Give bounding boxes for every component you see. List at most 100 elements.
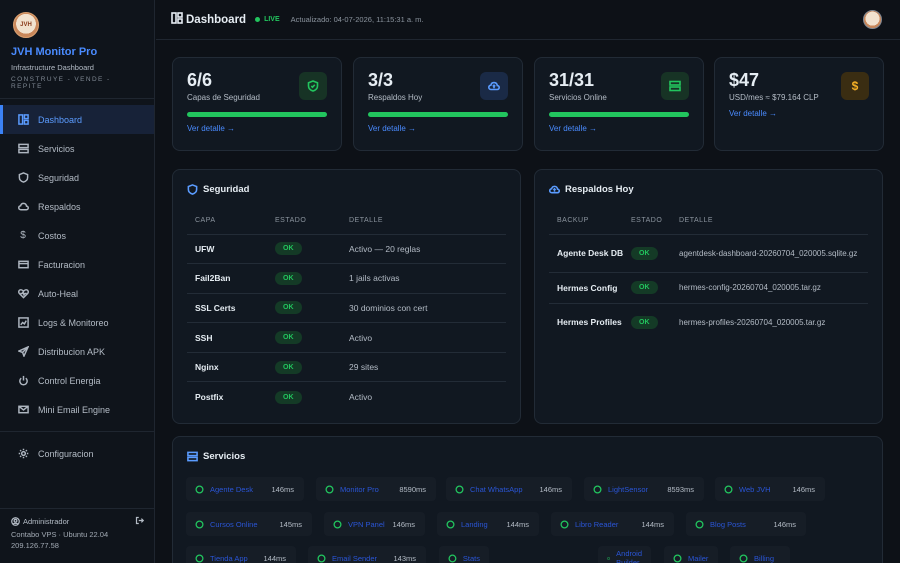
- sidebar-item-auto-heal[interactable]: Auto-Heal: [0, 279, 154, 308]
- sidebar-item-respaldos[interactable]: Respaldos: [0, 192, 154, 221]
- service-latency: 144ms: [641, 519, 664, 529]
- service-icon: [673, 553, 682, 563]
- sidebar-item-label: Respaldos: [38, 201, 81, 212]
- table-row: UFW OK Activo — 20 reglas: [187, 234, 506, 265]
- sidebar-item-costos[interactable]: $ Costos: [0, 221, 154, 250]
- service-chip[interactable]: VPN Panel 146ms: [324, 512, 425, 536]
- service-icon: [317, 553, 326, 563]
- table-row: Agente Desk DB OK agentdesk-dashboard-2026…: [549, 234, 868, 273]
- view-detail-link[interactable]: Ver detalle →: [549, 124, 598, 133]
- services-title: Servicios: [203, 451, 246, 462]
- avatar[interactable]: [863, 10, 882, 29]
- layer-name: Nginx: [187, 352, 275, 383]
- status-badge: OK: [631, 315, 658, 329]
- sidebar-item-servicios[interactable]: Servicios: [0, 134, 154, 163]
- panel-title: Servicios: [187, 451, 868, 462]
- service-icon: [724, 484, 733, 494]
- service-name: Monitor Pro: [340, 484, 379, 494]
- service-chip[interactable]: Agente Desk 146ms: [186, 477, 304, 501]
- service-icon: [446, 519, 455, 529]
- service-chip[interactable]: Web JVH 146ms: [715, 477, 825, 501]
- backup-detail: hermes-config-20260704_020005.tar.gz: [679, 272, 868, 304]
- service-chip[interactable]: Libro Reader 144ms: [551, 512, 674, 536]
- service-name: Web JVH: [739, 484, 771, 494]
- view-detail-link[interactable]: Ver detalle →: [187, 124, 236, 133]
- sidebar-item-facturacion[interactable]: Facturacion: [0, 250, 154, 279]
- dashboard-icon: [171, 12, 183, 27]
- brand-logo[interactable]: JVH: [13, 12, 39, 38]
- backups-title: Respaldos Hoy: [565, 184, 634, 195]
- server-icon: [661, 72, 689, 100]
- service-latency: 146ms: [792, 484, 815, 494]
- layer-detail: Activo: [349, 392, 373, 403]
- service-chip[interactable]: Landing 144ms: [437, 512, 539, 536]
- brand-tagline: CONSTRUYE - VENDE - REPITE: [11, 76, 111, 90]
- column-header: DETALLE: [349, 208, 506, 235]
- service-latency: 8593ms: [667, 484, 694, 494]
- sidebar-item-logs[interactable]: Logs & Monitoreo: [0, 308, 154, 337]
- sidebar-item-label: Distribucion APK: [38, 346, 106, 357]
- service-chip[interactable]: Mailer: [664, 546, 718, 563]
- service-name: VPN Panel: [348, 519, 385, 529]
- service-name: Tienda App: [210, 553, 248, 563]
- service-chip[interactable]: Billing: [730, 546, 790, 563]
- service-name: Chat WhatsApp: [470, 484, 523, 494]
- sidebar-item-label: Control Energia: [38, 375, 101, 386]
- sidebar-item-seguridad[interactable]: Seguridad: [0, 163, 154, 192]
- stat-value: 6/6: [187, 70, 213, 90]
- power-icon: [17, 375, 29, 387]
- heartbeat-icon: [17, 288, 29, 300]
- backup-name: Agente Desk DB: [549, 234, 631, 273]
- stat-card-servicios: 31/31 Servicios Online Ver detalle →: [534, 57, 704, 151]
- brand-logo-text: JVH: [20, 22, 32, 28]
- sidebar-item-control-energia[interactable]: Control Energia: [0, 366, 154, 395]
- table-row: Hermes Config OK hermes-config-20260704_02…: [549, 272, 868, 304]
- stat-label: Capas de Seguridad: [187, 93, 260, 102]
- host-info: Contabo VPS · Ubuntu 22.04: [11, 530, 109, 539]
- stat-value: 31/31: [549, 70, 595, 90]
- service-chip[interactable]: Monitor Pro 8590ms: [316, 477, 436, 501]
- column-header: ESTADO: [631, 208, 679, 235]
- service-name: Libro Reader: [575, 519, 619, 529]
- service-latency: 143ms: [393, 553, 416, 563]
- status-badge: OK: [275, 360, 302, 374]
- layer-name: SSH: [187, 322, 275, 353]
- sidebar-item-label: Seguridad: [38, 172, 80, 183]
- service-chip[interactable]: Blog Posts 146ms: [686, 512, 806, 536]
- table-row: Fail2Ban OK 1 jails activas: [187, 263, 506, 294]
- service-chip[interactable]: Android Builder: [598, 546, 651, 563]
- stat-card-seguridad: 6/6 Capas de Seguridad Ver detalle →: [172, 57, 342, 151]
- progress-bar: [549, 112, 689, 117]
- layer-detail: Activo — 20 reglas: [349, 234, 506, 265]
- view-detail-link[interactable]: Ver detalle →: [368, 124, 417, 133]
- layer-detail: 1 jails activas: [349, 263, 506, 294]
- host-ip: 209.126.77.58: [11, 541, 59, 550]
- shield-icon: [17, 172, 29, 184]
- service-chip[interactable]: Cursos Online 145ms: [186, 512, 312, 536]
- service-icon: [195, 553, 204, 563]
- layer-detail: 29 sites: [349, 352, 506, 383]
- view-detail-link[interactable]: Ver detalle →: [729, 109, 778, 118]
- backup-name: Hermes Profiles: [557, 317, 622, 328]
- service-icon: [739, 553, 748, 563]
- service-chip[interactable]: Chat WhatsApp 146ms: [446, 477, 572, 501]
- last-updated: Actualizado: 04-07-2026, 11:15:31 a. m.: [290, 15, 424, 24]
- service-chip[interactable]: Stats: [439, 546, 489, 563]
- service-latency: 144ms: [506, 519, 529, 529]
- shield-icon: [299, 72, 327, 100]
- sidebar-item-distribucion-apk[interactable]: Distribucion APK: [0, 337, 154, 366]
- sidebar-item-configuracion[interactable]: Configuracion: [0, 439, 154, 468]
- service-chip[interactable]: LightSensor 8593ms: [584, 477, 704, 501]
- sidebar-item-dashboard[interactable]: Dashboard: [0, 105, 154, 134]
- service-chip[interactable]: Tienda App 144ms: [186, 546, 296, 563]
- sidebar-item-mini-email[interactable]: Mini Email Engine: [0, 395, 154, 424]
- service-chip[interactable]: Email Sender 143ms: [308, 546, 426, 563]
- panel-title: Seguridad: [187, 184, 506, 195]
- user-icon: [11, 517, 20, 526]
- cloud-icon: [17, 201, 29, 213]
- logout-icon[interactable]: [135, 516, 145, 527]
- service-latency: 8590ms: [399, 484, 426, 494]
- table-row: Hermes Profiles OK hermes-profiles-2026070…: [549, 303, 868, 341]
- sidebar-item-label: Auto-Heal: [38, 288, 79, 299]
- backup-detail: hermes-profiles-20260704_020005.tar.gz: [679, 317, 826, 327]
